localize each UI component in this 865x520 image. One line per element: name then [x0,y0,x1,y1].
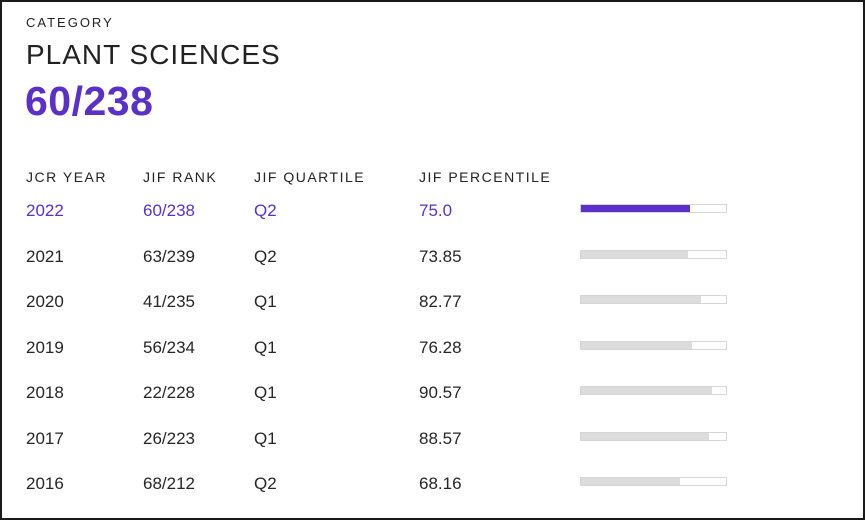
quartile-cell: Q1 [254,292,277,311]
quartile-cell: Q1 [254,338,277,357]
quartile-cell: Q1 [254,429,277,448]
percentile-bar-fill [581,387,713,394]
category-name: PLANT SCIENCES [26,39,281,70]
percentile-cell: 76.28 [419,338,462,357]
percentile-cell: 88.57 [419,429,462,448]
column-header-jcr-year: JCR YEAR [26,169,107,185]
percentile-cell: 90.57 [419,383,462,402]
percentile-bar-fill [581,251,689,258]
year-cell: 2022 [26,201,64,220]
rank-cell: 56/234 [143,338,195,357]
table-row: 2018 22/228 Q1 90.57 [2,383,863,413]
table-row: 2019 56/234 Q1 76.28 [2,338,863,368]
percentile-cell: 68.16 [419,474,462,493]
percentile-cell: 75.0 [419,201,453,220]
percentile-bar [580,204,727,213]
rank-cell: 63/239 [143,247,195,266]
quartile-cell: Q2 [254,201,277,220]
percentile-bar [580,295,727,304]
percentile-cell: 82.77 [419,292,462,311]
rank-cell: 26/223 [143,429,195,448]
quartile-cell: Q2 [254,247,277,266]
rank-cell: 68/212 [143,474,195,493]
rank-cell: 60/238 [143,201,195,220]
quartile-cell: Q2 [254,474,277,493]
table-row: 2020 41/235 Q1 82.77 [2,292,863,322]
table-row: 2021 63/239 Q2 73.85 [2,247,863,277]
year-cell: 2021 [26,247,64,266]
table-row: 2022 60/238 Q2 75.0 [2,201,863,231]
category-label: CATEGORY [26,15,114,30]
year-cell: 2019 [26,338,64,357]
percentile-bar-fill [581,296,702,303]
rank-cell: 41/235 [143,292,195,311]
column-header-jif-rank: JIF RANK [143,169,218,185]
percentile-bar-fill [581,342,692,349]
year-cell: 2016 [26,474,64,493]
quartile-cell: Q1 [254,383,277,402]
percentile-bar-fill [581,433,710,440]
percentile-bar [580,250,727,259]
percentile-bar [580,386,727,395]
table-row: 2016 68/212 Q2 68.16 [2,474,863,504]
table-row: 2017 26/223 Q1 88.57 [2,429,863,459]
percentile-bar [580,432,727,441]
year-cell: 2018 [26,383,64,402]
percentile-cell: 73.85 [419,247,462,266]
percentile-bar-fill [581,478,680,485]
column-header-jif-percentile: JIF PERCENTILE [419,169,552,185]
category-rank: 60/238 [25,78,154,124]
percentile-bar [580,477,727,486]
year-cell: 2020 [26,292,64,311]
column-header-jif-quartile: JIF QUARTILE [254,169,366,185]
percentile-bar-fill [581,205,690,212]
year-cell: 2017 [26,429,64,448]
rank-cell: 22/228 [143,383,195,402]
percentile-bar [580,341,727,350]
